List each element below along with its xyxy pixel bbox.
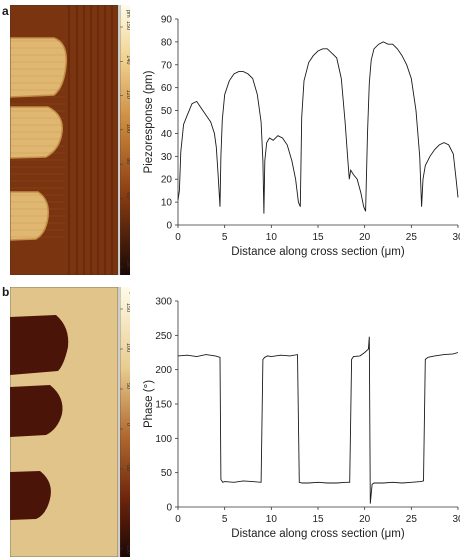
colorbar-b-tick-6: -150	[125, 543, 130, 554]
colorbar-a-tick-1: 140	[125, 55, 130, 64]
x-tick-label: 5	[222, 232, 228, 243]
colorbar-b: ° 150 100 50 0 -50 -100 -150	[119, 287, 130, 557]
series-line-0	[177, 41, 459, 214]
x-tick-label: 30	[452, 514, 460, 525]
y-tick-label: 70	[161, 60, 173, 71]
y-tick-label: 250	[155, 331, 172, 342]
x-tick-label: 20	[359, 232, 371, 243]
colorbar-a-tick-2: 120	[125, 90, 130, 99]
x-tick-label: 20	[359, 514, 371, 525]
y-tick-label: 50	[161, 468, 173, 479]
piezoresponse-chart: 0 10 20 30 40 50 60 70 80 90 0 5 10 15 20 25 30 Distance …	[143, 15, 460, 259]
x-tick-label: 25	[406, 232, 418, 243]
y-tick-label: 80	[161, 37, 173, 48]
domain-b-2	[10, 471, 51, 520]
colorbar-a-tick-7: 20	[125, 261, 130, 267]
y-axis-label: Piezoresponse (pm)	[143, 70, 155, 173]
x-axis-label: Distance along cross section (μm)	[231, 528, 405, 540]
colorbar-a-tick-4: 80	[125, 158, 130, 164]
y-tick-label: 10	[161, 198, 173, 209]
y-tick-label: 300	[155, 297, 172, 308]
stripe-2	[83, 5, 85, 275]
stripe-1	[76, 5, 78, 275]
y-tick-label: 40	[161, 129, 173, 140]
colorbar-b-unit: °	[125, 292, 130, 294]
colorbar-b-tick-0: 150	[125, 303, 130, 312]
colorbar-b-tick-3: 0	[125, 423, 130, 426]
y-tick-label: 50	[161, 106, 173, 117]
panel-label-b: b	[2, 285, 10, 299]
x-tick-label: 10	[266, 232, 278, 243]
x-tick-label: 0	[175, 514, 181, 525]
colorbar-a-tick-3: 100	[125, 124, 130, 133]
x-tick-label: 30	[452, 232, 460, 243]
colorbar-a-unit: pm	[125, 10, 130, 18]
y-tick-label: 20	[161, 175, 173, 186]
stripe-4	[97, 5, 99, 275]
domain-a-2	[10, 191, 50, 241]
stripe-5	[104, 5, 106, 275]
y-axis-label: Phase (°)	[143, 380, 155, 428]
x-tick-label: 15	[312, 232, 324, 243]
x-tick-label: 10	[266, 514, 278, 525]
panel-label-a: a	[2, 4, 9, 18]
colorbar-a-tick-0: 150	[125, 21, 130, 30]
phase-chart: 0 50 100 150 200 250 300 0 5 10 15 20 25 30 Distance a…	[143, 297, 460, 541]
domain-a-0	[10, 37, 67, 98]
colorbar-a-tick-6: 40	[125, 227, 130, 233]
stripe-6	[111, 5, 113, 275]
domain-b-0	[10, 315, 69, 375]
colorbar-a: pm 150 140 120 100 80 60 40 20	[119, 5, 130, 275]
colorbar-a-tick-5: 60	[125, 192, 130, 198]
y-tick-label: 90	[161, 15, 173, 26]
x-axis-label: Distance along cross section (μm)	[231, 246, 405, 258]
x-tick-label: 15	[312, 514, 324, 525]
colorbar-b-tick-2: 50	[125, 383, 130, 389]
x-tick-label: 0	[175, 232, 181, 243]
amplitude-image: pm 150 140 120 100 80 60 40 20	[10, 5, 130, 275]
domain-b-1	[10, 385, 63, 437]
y-tick-label: 100	[155, 434, 172, 445]
x-tick-label: 25	[406, 514, 418, 525]
y-tick-label: 0	[166, 221, 172, 232]
y-tick-label: 30	[161, 152, 173, 163]
stripe-3	[90, 5, 92, 275]
phase-image: ° 150 100 50 0 -50 -100 -150	[10, 287, 130, 557]
colorbar-b-tick-1: 100	[125, 343, 130, 352]
y-tick-label: 150	[155, 400, 172, 411]
y-tick-label: 200	[155, 365, 172, 376]
colorbar-b-tick-5: -100	[125, 503, 130, 514]
stripe-0	[68, 5, 70, 275]
colorbar-b-tick-4: -50	[125, 463, 130, 471]
x-tick-label: 5	[222, 514, 228, 525]
y-tick-label: 0	[166, 503, 172, 514]
series-line-0	[177, 336, 459, 504]
domain-a-1	[10, 106, 63, 159]
y-tick-label: 60	[161, 83, 173, 94]
